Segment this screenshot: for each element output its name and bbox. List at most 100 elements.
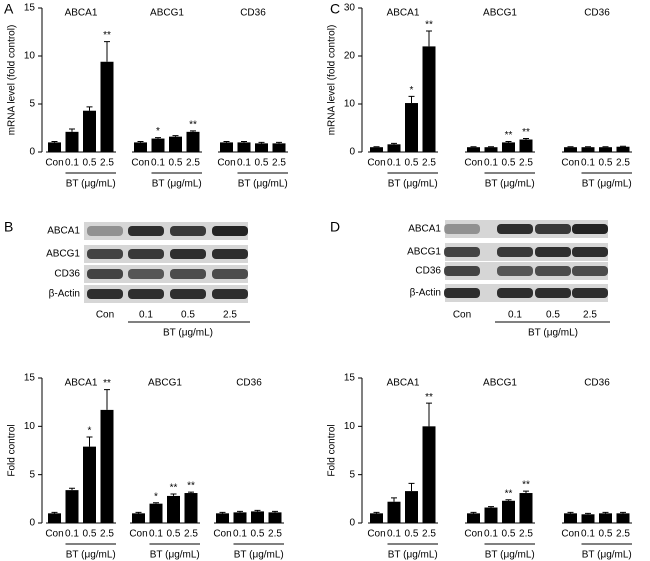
error-bar <box>602 511 609 514</box>
error-bar <box>585 512 591 515</box>
significance: ** <box>103 30 111 41</box>
error-bar <box>155 137 161 139</box>
bar <box>233 512 247 523</box>
bar <box>484 507 498 523</box>
x-tick-label: 2.5 <box>100 529 114 540</box>
bar <box>83 446 96 523</box>
x-tick-label: 0.5 <box>83 529 97 540</box>
error-bar <box>170 493 177 496</box>
y-tick-label: 30 <box>344 3 356 14</box>
y-tick-label: 0 <box>349 518 355 529</box>
error-bar <box>505 140 512 143</box>
group-label: ABCA1 <box>65 8 98 19</box>
x-tick-label: Con <box>45 529 63 540</box>
y-axis-label: Fold control <box>7 424 18 476</box>
bar <box>65 490 79 523</box>
bar <box>405 491 418 523</box>
significance: ** <box>522 127 530 138</box>
bar <box>83 110 96 152</box>
blot-band <box>535 224 571 234</box>
x-tick-label: 0.1 <box>484 158 498 169</box>
bar <box>251 511 264 523</box>
y-axis-label: Fold control <box>327 424 338 476</box>
bar <box>48 513 61 523</box>
blot-row-label: CD36 <box>54 269 80 280</box>
group-label: CD36 <box>240 8 266 19</box>
bar <box>422 426 436 523</box>
blot-band <box>128 249 164 259</box>
bar <box>484 147 498 152</box>
bar <box>581 514 595 523</box>
bar <box>268 512 282 523</box>
group-label: ABCG1 <box>148 378 182 389</box>
x-tick-label: 0.5 <box>405 529 419 540</box>
bar <box>616 513 630 523</box>
bar <box>519 493 533 523</box>
blot-band <box>444 224 480 234</box>
blot-band <box>572 266 608 276</box>
y-tick-label: 15 <box>24 3 36 14</box>
x-tick-label: Con <box>561 158 579 169</box>
group-label: CD36 <box>584 378 610 389</box>
x-tick-label: Con <box>464 158 482 169</box>
blot-strip <box>84 245 248 263</box>
error-bar <box>51 140 58 143</box>
x-tick-label: Con <box>131 158 149 169</box>
bar <box>564 513 577 523</box>
significance: ** <box>189 120 197 131</box>
x-tick-label: 2.5 <box>184 529 198 540</box>
y-tick-label: 20 <box>344 51 356 62</box>
lane-label: 0.5 <box>181 310 195 321</box>
bar <box>255 143 268 152</box>
y-tick-label: 10 <box>344 99 356 110</box>
x-tick-label: 2.5 <box>616 529 630 540</box>
x-axis-label: BT (μg/mL) <box>485 179 535 190</box>
significance: ** <box>505 130 513 141</box>
x-tick-label: 0.1 <box>65 529 79 540</box>
x-tick-label: 0.5 <box>83 158 97 169</box>
error-bar <box>408 95 415 104</box>
blot-band <box>572 288 608 298</box>
blot-row-label: CD36 <box>415 266 441 277</box>
x-tick-label: 2.5 <box>519 529 533 540</box>
x-axis-label: BT (μg/mL) <box>582 179 632 190</box>
panel-label: B <box>4 219 13 235</box>
x-tick-label: Con <box>367 529 385 540</box>
x-tick-label: 0.1 <box>151 158 165 169</box>
error-bar <box>272 510 278 513</box>
y-tick-label: 0 <box>29 147 35 158</box>
x-tick-label: Con <box>45 158 63 169</box>
blot-band <box>128 226 164 236</box>
blot-band <box>170 226 206 236</box>
x-tick-label: Con <box>367 158 385 169</box>
bar <box>100 409 114 523</box>
blot-row-label: ABCA1 <box>408 224 441 235</box>
blot-band <box>444 266 480 276</box>
bar <box>370 147 383 152</box>
blot-band <box>87 269 123 279</box>
blot-band <box>170 289 206 299</box>
bar <box>149 503 163 523</box>
error-bar <box>51 511 58 514</box>
error-bar <box>188 491 194 494</box>
bar <box>581 147 595 152</box>
lane-label: Con <box>96 310 114 321</box>
blot-band <box>497 288 533 298</box>
group-label: CD36 <box>584 8 610 19</box>
bar <box>65 131 79 152</box>
significance: * <box>154 491 158 502</box>
x-tick-label: 0.1 <box>65 158 79 169</box>
x-tick-label: 0.1 <box>237 158 251 169</box>
significance: ** <box>522 480 530 491</box>
bar <box>467 513 480 523</box>
error-bar <box>223 140 230 143</box>
x-tick-label: Con <box>217 158 235 169</box>
blot-band <box>572 224 608 234</box>
error-bar <box>391 497 397 502</box>
blot-band <box>444 288 480 298</box>
bar <box>220 142 233 152</box>
x-tick-label: 2.5 <box>519 158 533 169</box>
bar <box>405 103 418 152</box>
group-label: ABCG1 <box>150 8 184 19</box>
error-bar <box>190 130 196 132</box>
